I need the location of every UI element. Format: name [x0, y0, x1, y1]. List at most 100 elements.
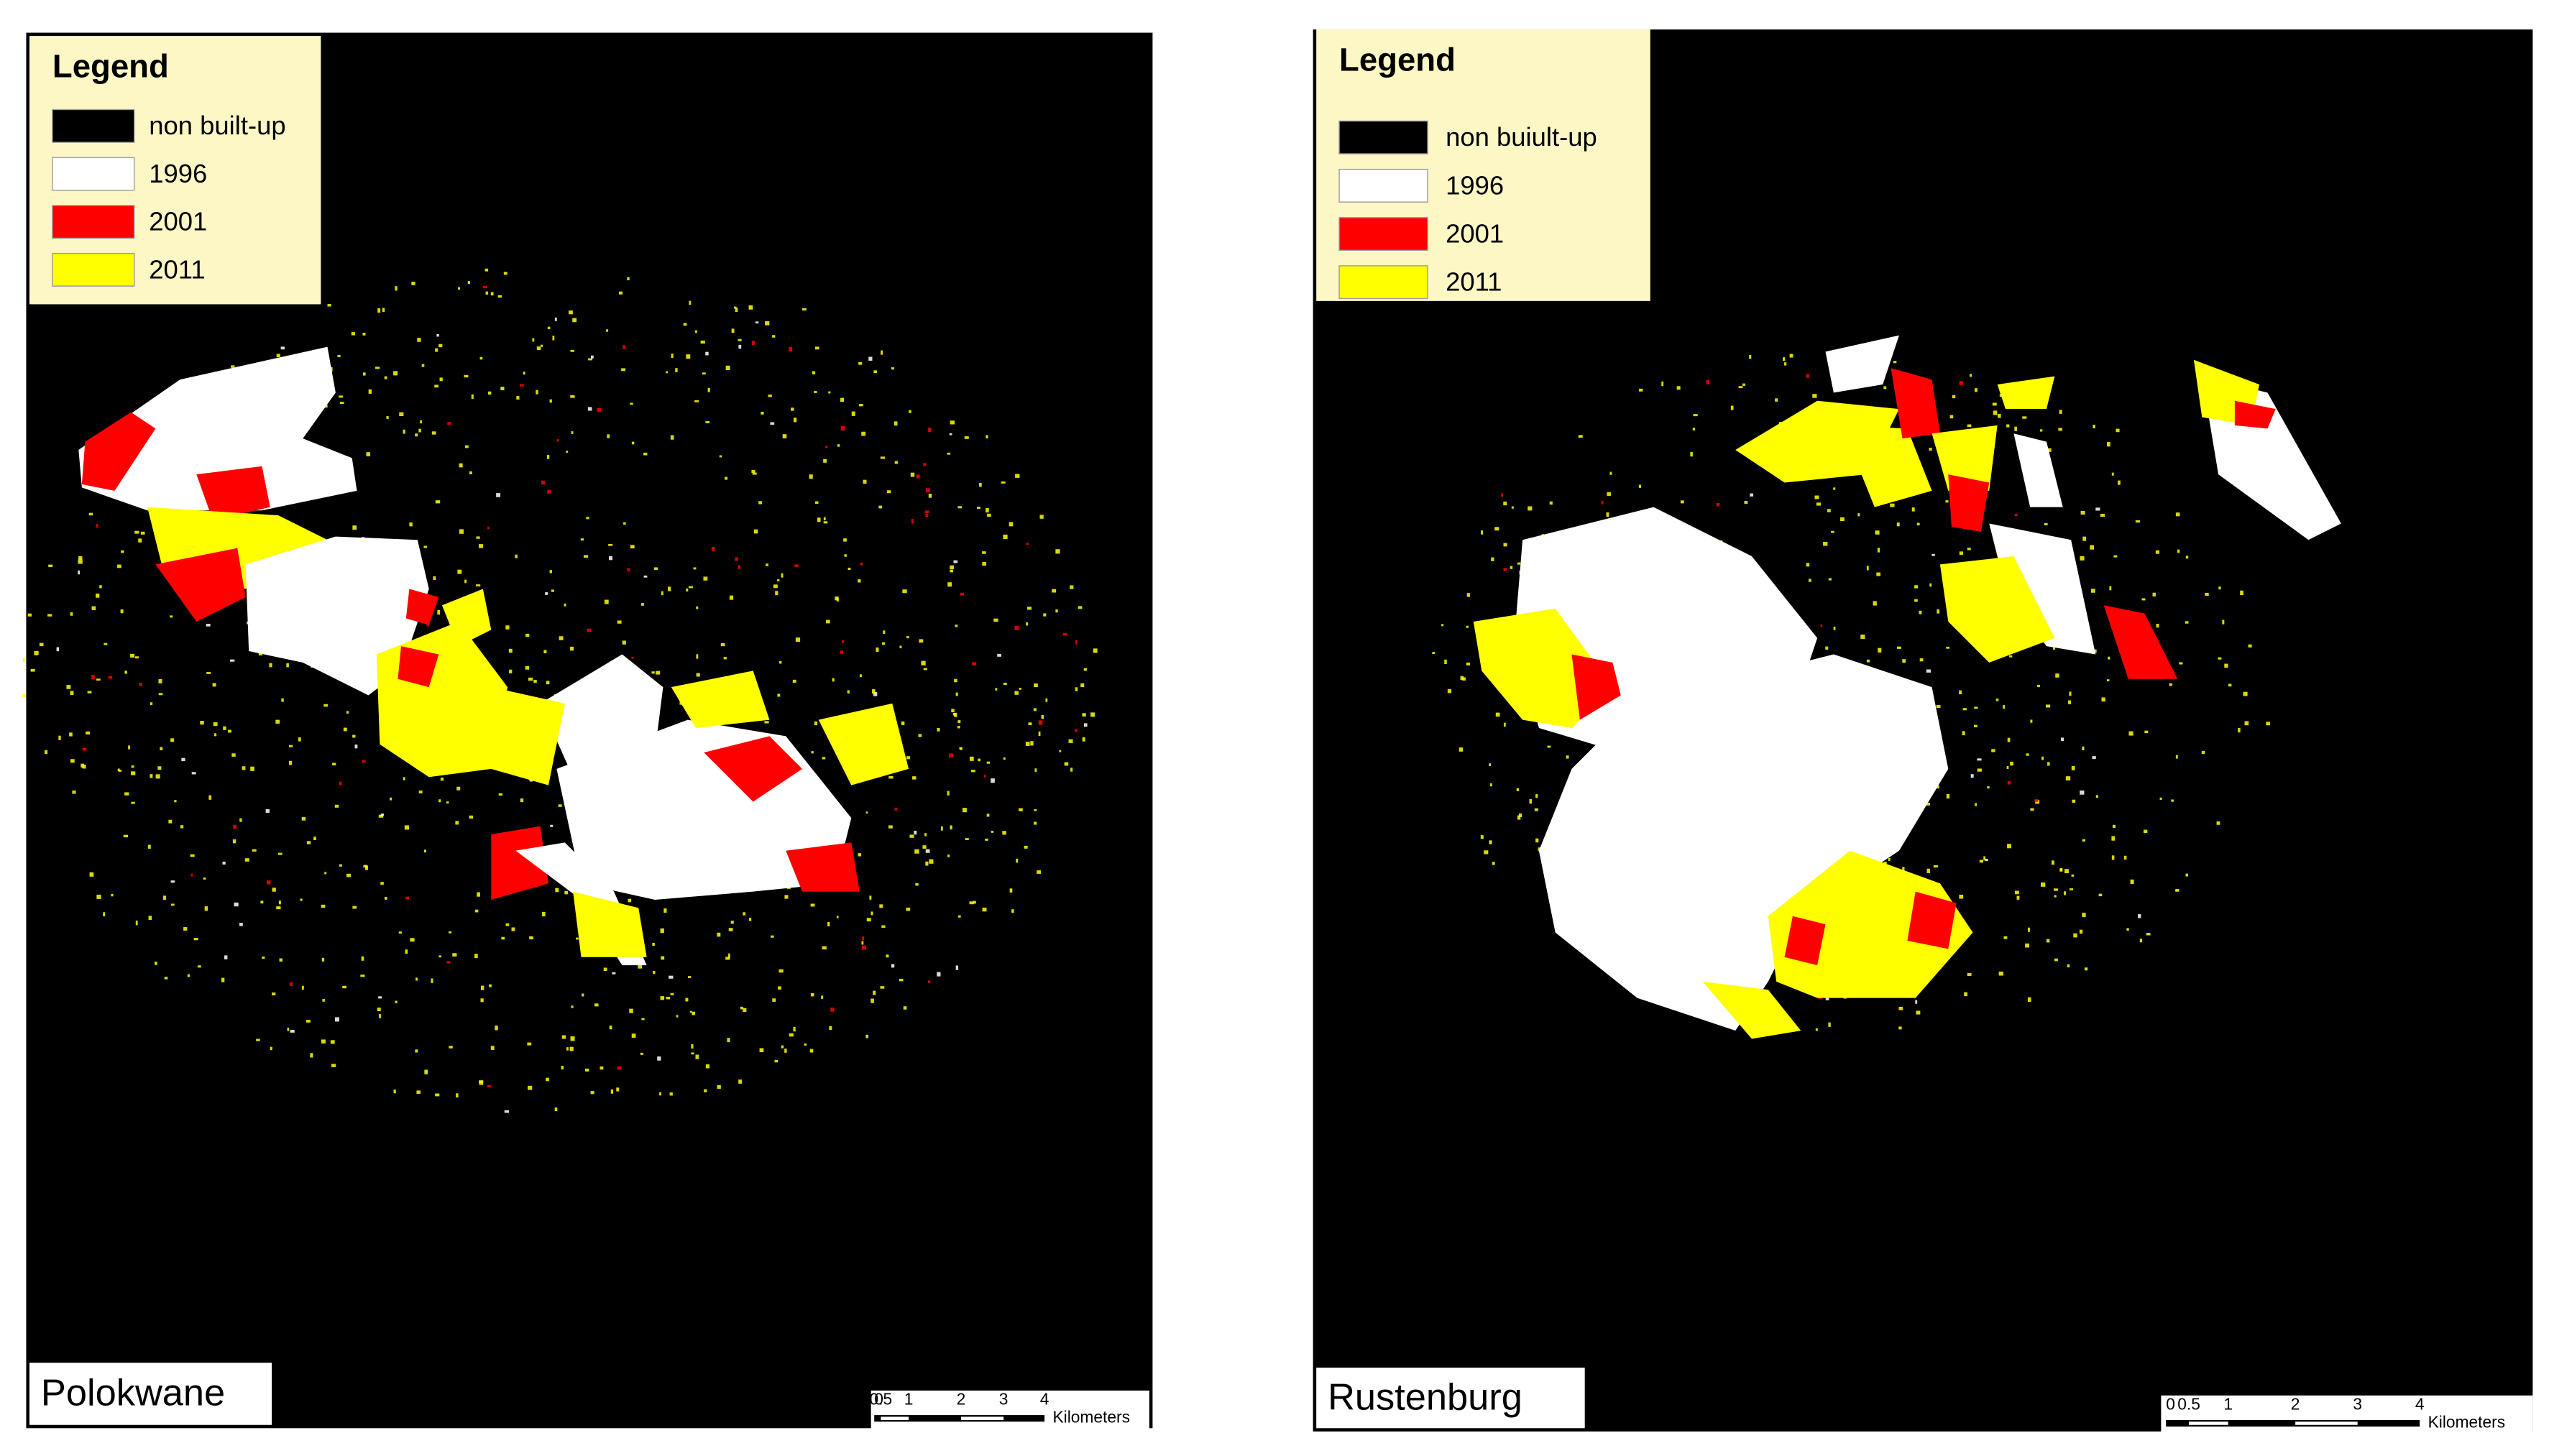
- pixel-patch: [180, 825, 184, 829]
- pixel-patch: [2026, 753, 2029, 756]
- pixel-patch: [2205, 592, 2209, 596]
- pixel-patch: [1015, 474, 1020, 478]
- pixel-patch: [623, 345, 625, 349]
- land-patch: [2103, 605, 2178, 679]
- pixel-patch: [894, 808, 898, 811]
- pixel-patch: [918, 734, 922, 737]
- pixel-patch: [1962, 731, 1965, 735]
- pixel-patch: [1484, 850, 1489, 854]
- pixel-patch: [546, 455, 550, 459]
- pixel-patch: [399, 412, 404, 417]
- pixel-patch: [755, 321, 759, 324]
- pixel-patch: [1043, 613, 1047, 617]
- pixel-patch: [542, 911, 546, 917]
- pixel-patch: [321, 957, 325, 962]
- pixel-patch: [456, 786, 461, 791]
- pixel-patch: [424, 1069, 428, 1074]
- pixel-patch: [960, 592, 965, 596]
- pixel-patch: [536, 390, 538, 395]
- pixel-patch: [1814, 495, 1819, 499]
- pixel-patch: [929, 859, 934, 864]
- pixel-patch: [861, 941, 864, 945]
- pixel-patch: [1432, 652, 1436, 655]
- pixel-patch: [128, 745, 130, 750]
- pixel-patch: [909, 834, 914, 838]
- pixel-patch: [439, 377, 443, 382]
- pixel-patch: [950, 420, 955, 425]
- pixel-patch: [431, 431, 436, 435]
- pixel-patch: [628, 898, 632, 903]
- pixel-patch: [449, 1046, 453, 1049]
- pixel-patch: [2046, 939, 2050, 943]
- pixel-patch: [686, 354, 691, 359]
- pixel-patch: [2068, 700, 2071, 704]
- scale-unit: Kilometers: [2428, 1412, 2505, 1431]
- pixel-patch: [1566, 755, 1569, 759]
- pixel-patch: [937, 972, 941, 977]
- pixel-patch: [446, 961, 451, 964]
- pixel-patch: [616, 1087, 620, 1092]
- pixel-patch: [1578, 435, 1583, 438]
- pixel-patch: [947, 791, 950, 796]
- pixel-patch: [290, 982, 293, 987]
- pixel-patch: [409, 522, 413, 527]
- pixel-patch: [2007, 780, 2011, 785]
- pixel-patch: [827, 921, 830, 926]
- pixel-patch: [1038, 731, 1041, 737]
- pixel-patch: [1967, 548, 1971, 550]
- pixel-patch: [2054, 958, 2058, 962]
- pixel-patch: [865, 811, 868, 814]
- pixel-patch: [1952, 395, 1956, 399]
- pixel-patch: [288, 745, 293, 747]
- pixel-patch: [2139, 939, 2143, 943]
- pixel-patch: [2064, 869, 2069, 874]
- pixel-patch: [140, 531, 145, 535]
- pixel-patch: [1001, 481, 1006, 484]
- pixel-patch: [2113, 555, 2118, 558]
- pixel-patch: [985, 838, 988, 841]
- land-patch: [81, 412, 156, 491]
- pixel-patch: [876, 648, 879, 652]
- pixel-patch: [784, 895, 789, 899]
- pixel-patch: [423, 849, 426, 853]
- pixel-patch: [2243, 691, 2248, 696]
- pixel-patch: [434, 384, 439, 388]
- pixel-patch: [2177, 549, 2180, 553]
- pixel-patch: [82, 764, 86, 769]
- pixel-patch: [811, 751, 814, 754]
- pixel-patch: [1068, 739, 1073, 743]
- pixel-patch: [1070, 585, 1074, 589]
- pixel-patch: [858, 853, 862, 857]
- pixel-patch: [157, 766, 162, 770]
- pixel-patch: [2016, 895, 2020, 900]
- pixel-patch: [2027, 927, 2030, 932]
- pixel-patch: [213, 733, 217, 737]
- pixel-patch: [1974, 724, 1977, 728]
- pixel-patch: [1946, 793, 1950, 799]
- pixel-patch: [878, 505, 882, 509]
- pixel-patch: [666, 997, 671, 1000]
- pixel-patch: [566, 1047, 569, 1051]
- pixel-patch: [287, 1028, 290, 1031]
- pixel-patch: [2109, 586, 2112, 591]
- pixel-patch: [766, 563, 768, 566]
- pixel-patch: [688, 976, 692, 979]
- pixel-patch: [519, 384, 524, 387]
- pixel-patch: [969, 901, 974, 905]
- pixel-patch: [651, 671, 655, 674]
- pixel-patch: [313, 837, 316, 841]
- pixel-patch: [735, 308, 738, 312]
- pixel-patch: [784, 1049, 787, 1053]
- pixel-patch: [685, 997, 689, 1002]
- pixel-patch: [1064, 762, 1069, 766]
- pixel-patch: [1875, 530, 1880, 535]
- pixel-patch: [382, 308, 385, 312]
- pixel-patch: [82, 747, 87, 751]
- pixel-patch: [242, 766, 246, 770]
- pixel-patch: [86, 731, 91, 735]
- pixel-patch: [1931, 553, 1935, 556]
- pixel-patch: [860, 562, 863, 566]
- pixel-patch: [484, 268, 489, 272]
